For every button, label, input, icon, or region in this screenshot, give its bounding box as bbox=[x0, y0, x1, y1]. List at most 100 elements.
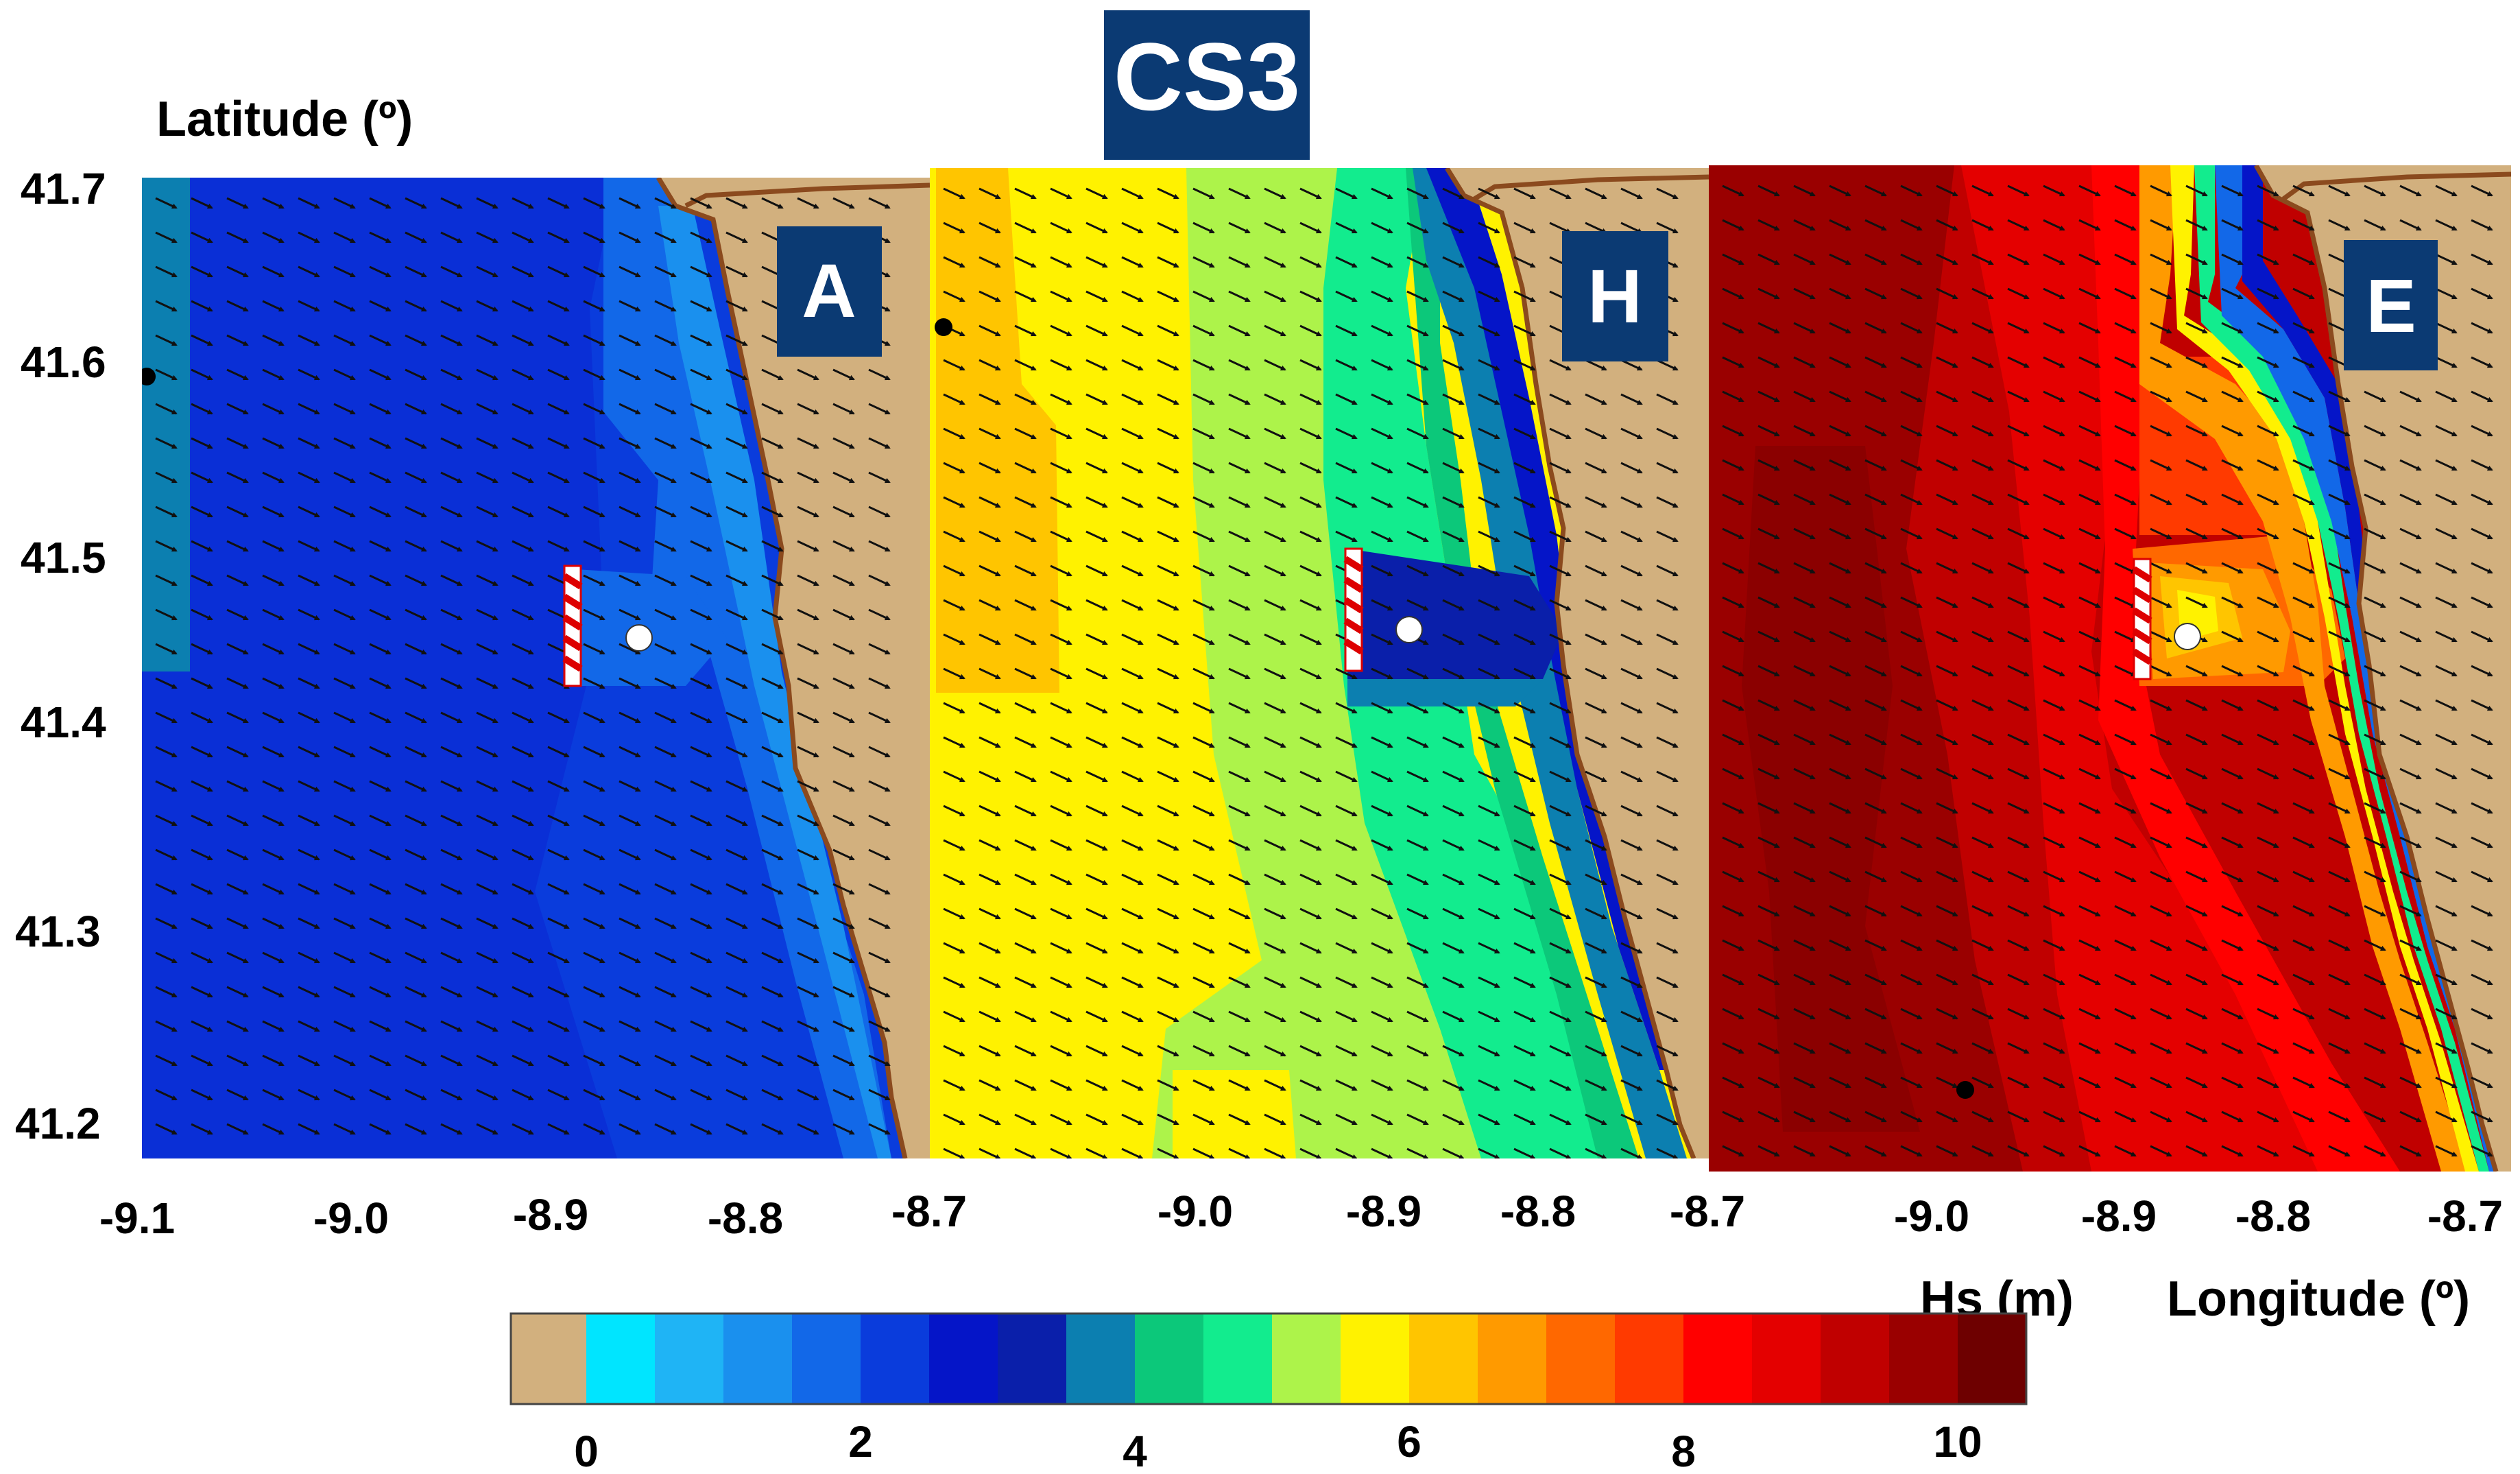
wave-direction-arrow bbox=[440, 711, 463, 724]
wave-direction-arrow bbox=[654, 300, 677, 312]
wave-direction-arrow bbox=[405, 917, 427, 929]
wave-direction-arrow bbox=[262, 917, 285, 929]
wave-direction-arrow bbox=[1264, 324, 1286, 337]
wave-direction-arrow bbox=[476, 403, 499, 415]
wave-direction-arrow bbox=[333, 197, 356, 209]
wave-direction-arrow bbox=[1442, 359, 1465, 371]
wave-direction-arrow bbox=[1299, 359, 1322, 371]
wave-direction-arrow bbox=[405, 300, 427, 312]
wave-direction-arrow bbox=[1264, 393, 1286, 405]
colorbar-bin bbox=[1066, 1313, 1136, 1404]
wave-direction-arrow bbox=[369, 814, 392, 827]
wave-direction-arrow bbox=[547, 883, 570, 895]
wave-direction-arrow bbox=[619, 814, 641, 827]
wave-direction-arrow bbox=[440, 986, 463, 998]
wave-direction-arrow bbox=[832, 506, 855, 518]
wave-direction-arrow bbox=[654, 677, 677, 689]
wave-direction-arrow bbox=[298, 437, 320, 449]
wave-direction-arrow bbox=[1478, 393, 1500, 405]
colorbar-tick-label: 10 bbox=[1933, 1417, 1982, 1466]
wave-direction-arrow bbox=[583, 1123, 605, 1135]
wave-direction-arrow bbox=[654, 917, 677, 929]
colorbar-bin bbox=[1615, 1313, 1684, 1404]
wave-direction-arrow bbox=[725, 951, 748, 964]
wave-direction-arrow bbox=[440, 643, 463, 655]
wave-direction-arrow bbox=[725, 883, 748, 895]
wave-direction-arrow bbox=[690, 265, 712, 278]
wave-direction-arrow bbox=[1299, 187, 1322, 200]
wave-direction-arrow bbox=[583, 711, 605, 724]
colorbar-bin bbox=[1341, 1313, 1410, 1404]
wave-direction-arrow bbox=[1192, 393, 1215, 405]
wave-direction-arrow bbox=[369, 986, 392, 998]
wave-direction-arrow bbox=[298, 1020, 320, 1032]
wave-direction-arrow bbox=[262, 746, 285, 758]
wave-direction-arrow bbox=[761, 506, 784, 518]
wave-direction-arrow bbox=[476, 951, 499, 964]
wave-direction-arrow bbox=[725, 300, 748, 312]
wave-direction-arrow bbox=[797, 1054, 819, 1067]
wave-direction-arrow bbox=[832, 848, 855, 861]
wave-direction-arrow bbox=[405, 368, 427, 381]
wave-direction-arrow bbox=[1549, 187, 1572, 200]
wave-direction-arrow bbox=[191, 883, 213, 895]
wave-direction-arrow bbox=[512, 883, 534, 895]
wave-direction-arrow bbox=[725, 540, 748, 552]
wave-direction-arrow bbox=[226, 883, 249, 895]
lat-tick: 41.5 bbox=[21, 533, 106, 582]
lat-tick: 41.7 bbox=[21, 164, 106, 213]
wave-direction-arrow bbox=[583, 746, 605, 758]
wave-direction-arrow bbox=[1085, 256, 1108, 268]
wave-direction-arrow bbox=[226, 1020, 249, 1032]
wave-direction-arrow bbox=[262, 300, 285, 312]
wave-direction-arrow bbox=[191, 540, 213, 552]
wave-direction-arrow bbox=[1299, 290, 1322, 302]
wave-direction-arrow bbox=[654, 746, 677, 758]
wave-direction-arrow bbox=[333, 917, 356, 929]
wave-direction-arrow bbox=[226, 746, 249, 758]
wave-direction-arrow bbox=[583, 814, 605, 827]
wave-direction-arrow bbox=[512, 300, 534, 312]
wave-direction-arrow bbox=[440, 300, 463, 312]
wave-direction-arrow bbox=[262, 643, 285, 655]
wave-direction-arrow bbox=[1620, 222, 1643, 234]
wave-direction-arrow bbox=[761, 1054, 784, 1067]
wave-direction-arrow bbox=[1085, 324, 1108, 337]
wave-direction-arrow bbox=[333, 746, 356, 758]
wave-direction-arrow bbox=[405, 197, 427, 209]
wave-direction-arrow bbox=[1157, 256, 1179, 268]
wave-direction-arrow bbox=[1442, 393, 1465, 405]
wave-direction-arrow bbox=[868, 917, 891, 929]
wave-direction-arrow bbox=[797, 711, 819, 724]
wave-direction-arrow bbox=[979, 222, 1001, 234]
wave-direction-arrow bbox=[868, 746, 891, 758]
wave-direction-arrow bbox=[262, 574, 285, 586]
wave-direction-arrow bbox=[868, 608, 891, 621]
wave-direction-arrow bbox=[155, 643, 178, 655]
wave-direction-arrow bbox=[1264, 222, 1286, 234]
wave-direction-arrow bbox=[1406, 393, 1429, 405]
wave-direction-arrow bbox=[226, 471, 249, 484]
wave-direction-arrow bbox=[262, 197, 285, 209]
wave-direction-arrow bbox=[619, 883, 641, 895]
wave-direction-arrow bbox=[369, 1054, 392, 1067]
wave-direction-arrow bbox=[298, 746, 320, 758]
wave-direction-arrow bbox=[191, 1054, 213, 1067]
wave-direction-arrow bbox=[654, 780, 677, 792]
wave-direction-arrow bbox=[654, 986, 677, 998]
wave-direction-arrow bbox=[405, 1123, 427, 1135]
wave-direction-arrow bbox=[868, 814, 891, 827]
wave-direction-arrow bbox=[405, 265, 427, 278]
wave-direction-arrow bbox=[619, 540, 641, 552]
wave-direction-arrow bbox=[1513, 393, 1536, 405]
wave-direction-arrow bbox=[298, 334, 320, 346]
wave-direction-arrow bbox=[725, 471, 748, 484]
wave-direction-arrow bbox=[512, 780, 534, 792]
wave-direction-arrow bbox=[1121, 290, 1144, 302]
wave-direction-arrow bbox=[512, 471, 534, 484]
wave-direction-arrow bbox=[1014, 222, 1037, 234]
wave-direction-arrow bbox=[298, 643, 320, 655]
wave-direction-arrow bbox=[1406, 324, 1429, 337]
wave-direction-arrow bbox=[832, 746, 855, 758]
